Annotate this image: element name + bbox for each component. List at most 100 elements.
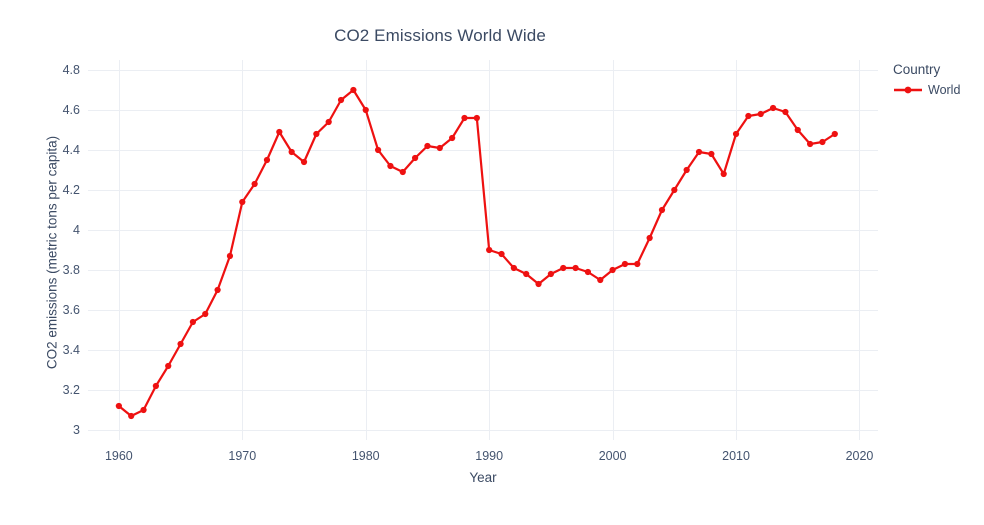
data-point[interactable]: [350, 86, 357, 94]
data-point[interactable]: [263, 156, 271, 164]
data-point[interactable]: [794, 126, 801, 134]
data-point[interactable]: [239, 198, 246, 206]
data-point[interactable]: [399, 168, 406, 176]
y-tick-label: 3.2: [62, 383, 80, 397]
y-tick-label: 4.6: [62, 103, 80, 117]
data-point[interactable]: [473, 114, 480, 122]
data-point[interactable]: [461, 114, 468, 122]
data-point[interactable]: [449, 134, 456, 142]
data-point[interactable]: [325, 118, 332, 126]
x-tick-label: 1980: [351, 449, 380, 463]
data-point[interactable]: [510, 264, 517, 272]
data-point[interactable]: [757, 110, 764, 118]
data-point[interactable]: [584, 268, 592, 276]
y-tick-label: 4.2: [62, 183, 80, 197]
data-point[interactable]: [572, 264, 579, 272]
data-point[interactable]: [424, 142, 431, 150]
x-tick-label: 2020: [845, 449, 874, 463]
data-point[interactable]: [362, 106, 369, 114]
data-point[interactable]: [683, 166, 690, 174]
gridline-vertical: [736, 60, 738, 440]
x-tick-label: 1990: [475, 449, 504, 463]
data-point[interactable]: [634, 260, 641, 268]
data-point[interactable]: [115, 402, 122, 410]
legend-title: Country: [893, 62, 941, 77]
gridline-horizontal: [88, 270, 878, 271]
gridline-vertical: [859, 60, 861, 440]
y-tick-label: 4: [73, 223, 80, 237]
legend-label-world: World: [928, 83, 961, 97]
gridline-horizontal: [88, 110, 878, 111]
series-line: [117, 88, 836, 418]
data-point[interactable]: [560, 264, 567, 272]
gridline-horizontal: [88, 350, 878, 351]
data-point[interactable]: [276, 128, 283, 136]
x-tick-label: 2010: [722, 449, 750, 463]
data-point[interactable]: [498, 250, 505, 258]
data-point[interactable]: [609, 266, 616, 274]
data-point[interactable]: [708, 150, 715, 158]
data-point[interactable]: [769, 104, 777, 112]
legend: Country World: [893, 62, 983, 97]
gridline-vertical: [365, 60, 367, 440]
data-point[interactable]: [152, 382, 159, 390]
data-point[interactable]: [374, 146, 382, 154]
data-point[interactable]: [732, 130, 740, 138]
data-point[interactable]: [819, 138, 826, 146]
data-point[interactable]: [288, 148, 295, 156]
data-point[interactable]: [646, 234, 653, 242]
data-point[interactable]: [128, 412, 135, 420]
data-point[interactable]: [695, 148, 703, 156]
data-point[interactable]: [807, 140, 814, 148]
data-point[interactable]: [782, 108, 789, 116]
gridline-horizontal: [88, 230, 878, 231]
gridline-vertical: [612, 60, 614, 440]
data-point[interactable]: [535, 280, 542, 288]
gridline-vertical: [118, 60, 120, 440]
data-point[interactable]: [177, 340, 184, 348]
y-tick-label: 3.4: [62, 343, 80, 357]
y-tick-label: 3: [73, 423, 80, 437]
data-point[interactable]: [387, 162, 394, 170]
x-tick-label: 2000: [598, 449, 627, 463]
gridline-horizontal: [88, 310, 878, 311]
data-point[interactable]: [523, 270, 530, 278]
data-point[interactable]: [597, 276, 604, 284]
legend-item-world[interactable]: World: [893, 83, 983, 97]
gridline-horizontal: [88, 430, 878, 431]
data-point[interactable]: [412, 154, 419, 162]
x-tick-label: 1960: [104, 449, 133, 463]
legend-line-marker-icon: [893, 84, 923, 96]
data-point[interactable]: [720, 170, 727, 178]
y-tick-label: 3.8: [62, 263, 80, 277]
data-point[interactable]: [140, 406, 147, 414]
data-point[interactable]: [621, 260, 629, 268]
data-point[interactable]: [337, 96, 345, 104]
gridline-horizontal: [88, 390, 878, 391]
data-point[interactable]: [251, 180, 258, 188]
data-point[interactable]: [486, 246, 493, 254]
data-point[interactable]: [313, 130, 320, 138]
x-tick-label: 1970: [228, 449, 257, 463]
data-point[interactable]: [189, 318, 197, 326]
y-tick-label: 4.4: [62, 143, 80, 157]
series-world-line: [115, 86, 838, 420]
plot-area: 3 3.2 3.4 3.6 3.8 4 4.2 4.4 4.6 4.8 1960 1970 1980 1…: [63, 60, 878, 463]
data-point[interactable]: [214, 286, 221, 294]
y-tick-label: 3.6: [62, 303, 80, 317]
data-point[interactable]: [547, 270, 554, 278]
y-tick-label: 4.8: [62, 63, 80, 77]
y-axis-title: CO2 emissions (metric tons per capita): [44, 135, 60, 370]
data-point[interactable]: [165, 362, 172, 370]
data-point[interactable]: [436, 144, 443, 152]
data-point[interactable]: [300, 158, 308, 166]
data-point[interactable]: [658, 206, 666, 214]
data-point[interactable]: [226, 252, 234, 260]
data-point[interactable]: [745, 112, 752, 120]
data-point[interactable]: [202, 310, 209, 318]
data-point[interactable]: [831, 130, 838, 138]
chart-title: CO2 Emissions World Wide: [334, 26, 546, 45]
gridline-vertical: [242, 60, 244, 440]
data-point[interactable]: [671, 186, 678, 194]
